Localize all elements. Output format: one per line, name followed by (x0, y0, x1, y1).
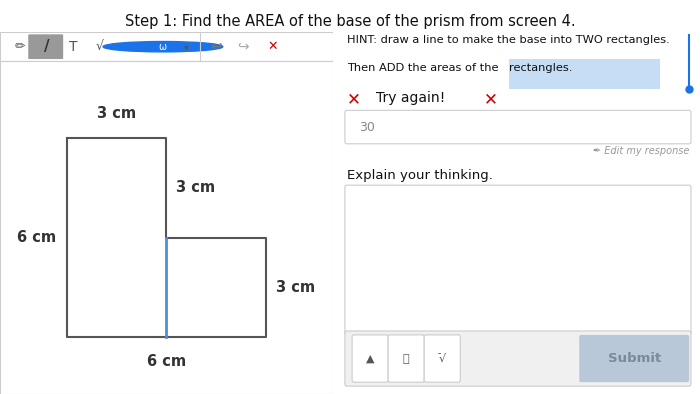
Text: 🎤: 🎤 (403, 353, 410, 364)
FancyBboxPatch shape (389, 335, 424, 382)
Text: Explain your thinking.: Explain your thinking. (346, 169, 493, 182)
Text: 30: 30 (359, 121, 375, 134)
Text: 6 cm: 6 cm (147, 354, 186, 369)
Bar (509, 59, 660, 89)
Text: Step 1: Find the AREA of the base of the prism from screen 4.: Step 1: Find the AREA of the base of the… (125, 14, 575, 29)
Text: ▲: ▲ (366, 353, 375, 364)
FancyBboxPatch shape (579, 335, 690, 382)
FancyBboxPatch shape (345, 110, 691, 144)
Circle shape (103, 41, 223, 52)
Text: Then ADD the areas of the: Then ADD the areas of the (346, 63, 502, 73)
Text: √: √ (96, 40, 104, 53)
Text: HINT: draw a line to make the base into TWO rectangles.: HINT: draw a line to make the base into … (346, 35, 669, 45)
Text: 3 cm: 3 cm (176, 180, 216, 195)
Text: ✒ Edit my response: ✒ Edit my response (593, 146, 690, 156)
FancyBboxPatch shape (345, 331, 691, 386)
Text: ↪: ↪ (237, 40, 248, 54)
FancyBboxPatch shape (352, 335, 389, 382)
Text: T: T (69, 40, 78, 54)
Text: 3 cm: 3 cm (97, 106, 136, 121)
Text: ω: ω (159, 42, 167, 52)
Text: ↩: ↩ (210, 40, 222, 54)
Text: ✕: ✕ (484, 91, 498, 109)
Text: /: / (43, 39, 50, 54)
FancyBboxPatch shape (424, 335, 461, 382)
Text: ✕: ✕ (346, 91, 360, 109)
Text: ✏: ✏ (15, 40, 25, 53)
Text: rectangles.: rectangles. (509, 63, 573, 73)
Text: Try again!: Try again! (375, 91, 444, 105)
FancyBboxPatch shape (28, 34, 63, 59)
Text: ▾: ▾ (184, 42, 188, 52)
Text: ✕: ✕ (267, 40, 278, 53)
Text: ✒: ✒ (121, 40, 132, 53)
Text: Submit: Submit (608, 352, 661, 365)
Text: 3 cm: 3 cm (276, 280, 315, 295)
FancyBboxPatch shape (345, 185, 691, 335)
Text: √: √ (439, 353, 446, 364)
Text: 6 cm: 6 cm (18, 230, 57, 245)
